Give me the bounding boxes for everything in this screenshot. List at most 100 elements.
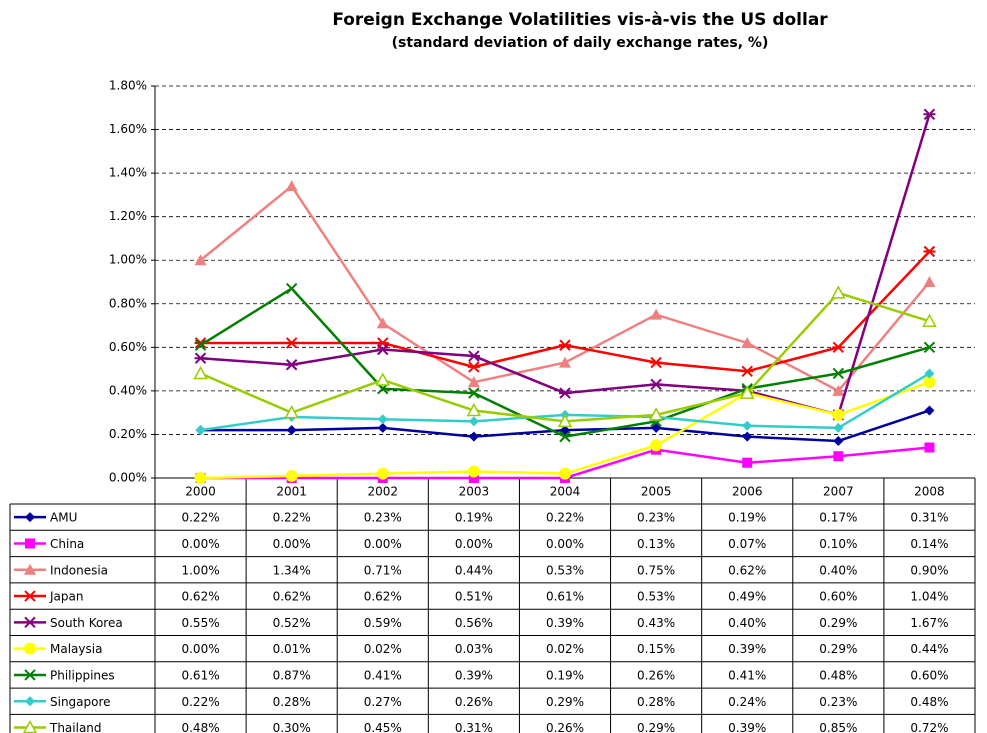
table-cell: 0.41% [364,668,402,682]
marker [468,473,479,483]
marker [650,308,663,320]
table-cell: 0.19% [728,511,766,525]
table-cell: 0.45% [364,721,402,733]
marker [739,385,755,399]
table-cell: 0.14% [910,537,948,551]
table-cell: 0.15% [637,642,675,656]
table-cell: 0.55% [181,616,219,630]
marker [742,420,753,431]
table-cell: 0.22% [181,695,219,709]
marker [559,339,571,351]
table-cell: 0.53% [637,590,675,604]
table-cell: 0.23% [637,511,675,525]
x-tick-label: 2006 [732,485,763,499]
table-cell: 0.41% [728,668,766,682]
table-cell: 0.00% [181,642,219,656]
marker [467,465,480,478]
marker [467,350,480,362]
y-tick-label: 1.00% [109,253,147,267]
marker [377,422,388,433]
x-tick-label: 2004 [550,485,581,499]
marker [923,108,936,121]
legend-marker [25,512,35,523]
y-tick-label: 0.20% [109,427,147,441]
legend-marker [24,563,36,575]
table-cell: 0.62% [181,590,219,604]
x-tick-label: 2008 [914,485,945,499]
table-cell: 0.62% [273,590,311,604]
table-cell: 0.30% [273,721,311,733]
marker [285,180,298,192]
marker [466,402,482,417]
table-cell: 0.72% [910,721,948,733]
table-cell: 0.19% [546,668,584,682]
y-tick-label: 1.20% [109,209,147,223]
legend-label: Thailand [49,721,102,733]
table-cell: 0.29% [819,616,857,630]
marker [195,425,206,436]
marker [832,367,845,380]
table-cell: 0.02% [364,642,402,656]
table-cell: 0.39% [728,721,766,733]
table-cell: 0.51% [455,590,493,604]
marker [560,425,570,436]
x-tick-label: 2001 [276,485,307,499]
x-tick-label: 2003 [459,485,490,499]
marker [375,372,391,386]
x-tick-label: 2002 [368,485,399,499]
table-cell: 0.90% [910,563,948,577]
table-cell: 0.87% [273,668,311,682]
chart-title: Foreign Exchange Volatilities vis-à-vis … [332,10,828,30]
table-cell: 0.43% [637,616,675,630]
table-cell: 1.67% [910,616,948,630]
table-cell: 0.00% [364,537,402,551]
table-cell: 0.48% [910,695,948,709]
marker [194,472,207,484]
marker [924,368,935,379]
table-cell: 0.29% [819,642,857,656]
marker [376,467,389,480]
marker [193,365,208,380]
legend-marker [24,669,36,681]
table-cell: 0.56% [455,616,493,630]
table-cell: 0.00% [546,537,584,551]
marker [467,376,480,388]
table-cell: 0.48% [819,668,857,682]
marker [194,254,207,266]
legend-label: Malaysia [50,642,102,656]
table-cell: 0.26% [637,668,675,682]
table-cell: 0.62% [364,590,402,604]
table-cell: 0.00% [455,537,493,551]
marker [467,361,480,373]
legend-label: Philippines [50,668,115,682]
table-cell: 0.31% [910,511,948,525]
table-cell: 0.59% [364,616,402,630]
table-cell: 0.60% [819,590,857,604]
marker [831,285,846,299]
table-cell: 0.10% [819,537,857,551]
marker [285,337,298,349]
marker [559,356,571,368]
marker [741,365,754,377]
marker [650,378,663,391]
marker [559,387,571,399]
marker [285,282,298,295]
marker [922,313,937,327]
table-cell: 0.61% [181,668,219,682]
chart-subtitle: (standard deviation of daily exchange ra… [392,35,769,51]
table-cell: 0.53% [546,563,584,577]
marker [742,431,753,442]
legend-label: Japan [49,590,83,604]
marker [742,457,753,468]
marker [284,405,299,419]
table-cell: 0.07% [728,537,766,551]
marker [194,339,207,351]
table-cell: 1.04% [910,590,948,604]
table-cell: 0.39% [546,616,584,630]
marker [559,467,571,480]
table-cell: 0.26% [455,695,493,709]
table-cell: 0.75% [637,563,675,577]
table-cell: 0.22% [546,511,584,525]
marker [650,356,663,369]
